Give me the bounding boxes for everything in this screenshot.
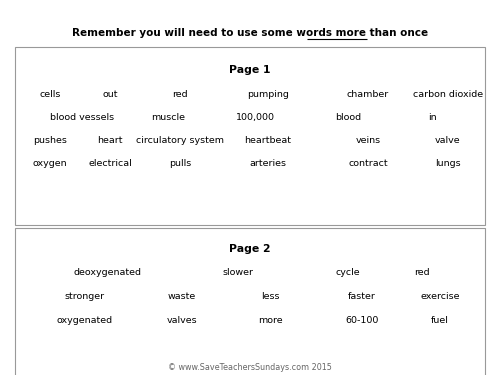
Text: fuel: fuel xyxy=(431,316,449,325)
Text: arteries: arteries xyxy=(250,159,286,168)
Text: circulatory system: circulatory system xyxy=(136,136,224,145)
Text: exercise: exercise xyxy=(420,292,460,301)
Text: Page 2: Page 2 xyxy=(229,244,271,254)
Text: slower: slower xyxy=(222,268,254,277)
Text: pushes: pushes xyxy=(33,136,67,145)
Text: Page 1: Page 1 xyxy=(229,65,271,75)
Text: blood vessels: blood vessels xyxy=(50,113,114,122)
Text: oxygenated: oxygenated xyxy=(57,316,113,325)
Text: deoxygenated: deoxygenated xyxy=(73,268,141,277)
Text: valves: valves xyxy=(166,316,198,325)
Text: chamber: chamber xyxy=(347,90,389,99)
Text: pulls: pulls xyxy=(169,159,191,168)
FancyBboxPatch shape xyxy=(15,47,485,225)
Text: pumping: pumping xyxy=(247,90,289,99)
Text: cells: cells xyxy=(40,90,60,99)
Text: veins: veins xyxy=(356,136,380,145)
Text: stronger: stronger xyxy=(65,292,105,301)
Text: valve: valve xyxy=(435,136,461,145)
Text: blood: blood xyxy=(335,113,361,122)
Text: more: more xyxy=(258,316,282,325)
Text: faster: faster xyxy=(348,292,376,301)
Text: cycle: cycle xyxy=(336,268,360,277)
Text: muscle: muscle xyxy=(151,113,185,122)
Text: © www.SaveTeachersSundays.com 2015: © www.SaveTeachersSundays.com 2015 xyxy=(168,363,332,372)
Text: Remember you will need to use some words more than once: Remember you will need to use some words… xyxy=(72,28,428,38)
Text: in: in xyxy=(428,113,436,122)
Text: electrical: electrical xyxy=(88,159,132,168)
Text: waste: waste xyxy=(168,292,196,301)
Text: carbon dioxide: carbon dioxide xyxy=(413,90,483,99)
Text: less: less xyxy=(261,292,279,301)
Text: heart: heart xyxy=(97,136,123,145)
Text: 60-100: 60-100 xyxy=(346,316,378,325)
Text: 100,000: 100,000 xyxy=(236,113,275,122)
FancyBboxPatch shape xyxy=(15,228,485,375)
Text: red: red xyxy=(172,90,188,99)
Text: heartbeat: heartbeat xyxy=(244,136,292,145)
Text: out: out xyxy=(102,90,118,99)
Text: contract: contract xyxy=(348,159,388,168)
Text: lungs: lungs xyxy=(435,159,461,168)
Text: red: red xyxy=(414,268,430,277)
Text: oxygen: oxygen xyxy=(32,159,68,168)
